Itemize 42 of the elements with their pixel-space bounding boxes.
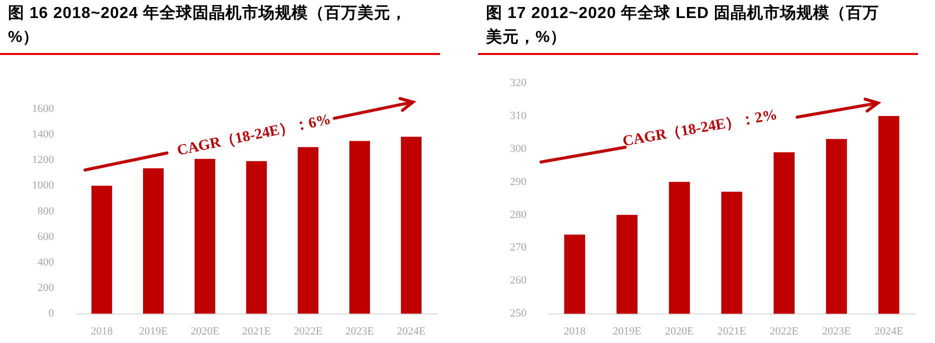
x-tick-label: 2021E [717, 325, 746, 338]
y-tick-label: 1000 [32, 180, 54, 192]
chart-title: 图 17 2012~2020 年全球 LED 固晶机市场规模（百万美元，%） [478, 0, 918, 55]
x-tick-label: 2020E [190, 325, 220, 338]
y-tick-label: 1400 [32, 128, 54, 140]
x-tick-label: 2018 [90, 325, 114, 338]
x-tick-label: 2023E [822, 325, 852, 338]
y-tick-label: 250 [510, 308, 527, 320]
y-tick-label: 600 [38, 230, 54, 243]
y-tick-label: 1200 [32, 154, 54, 166]
x-tick-label: 2024E [874, 325, 904, 338]
x-tick-label: 2020E [665, 325, 694, 338]
bar [143, 168, 164, 314]
x-tick-label: 2024E [396, 325, 426, 338]
y-tick-label: 290 [510, 176, 527, 188]
x-tick-label: 2018 [564, 325, 586, 338]
x-tick-label: 2023E [345, 325, 374, 338]
bar [194, 158, 216, 314]
y-tick-label: 320 [510, 76, 527, 89]
y-tick-label: 0 [48, 308, 54, 320]
x-tick-label: 2021E [242, 325, 272, 338]
y-tick-label: 310 [510, 110, 527, 122]
x-tick-label: 2022E [294, 325, 323, 338]
y-tick-label: 800 [38, 205, 54, 218]
bar [91, 186, 112, 314]
annotation: CAGR（18-24E）：2% [621, 106, 779, 151]
bar [349, 141, 370, 314]
annotation: CAGR（18-24E）：6% [175, 110, 333, 160]
y-tick-label: 270 [510, 242, 527, 254]
x-tick-label: 2019E [612, 325, 642, 338]
y-tick-label: 1600 [32, 102, 54, 115]
chart-title: 图 16 2018~2024 年全球固晶机市场规模（百万美元，%） [0, 0, 440, 55]
x-tick-label: 2019E [138, 325, 168, 338]
bar [400, 136, 422, 314]
y-tick-label: 200 [38, 282, 54, 294]
bar [246, 161, 267, 314]
x-tick-label: 2022E [770, 325, 799, 338]
y-tick-label: 300 [510, 142, 527, 155]
y-tick-label: 400 [38, 256, 54, 268]
y-tick-label: 280 [510, 208, 527, 221]
y-tick-label: 260 [510, 274, 527, 287]
bar [298, 147, 318, 314]
